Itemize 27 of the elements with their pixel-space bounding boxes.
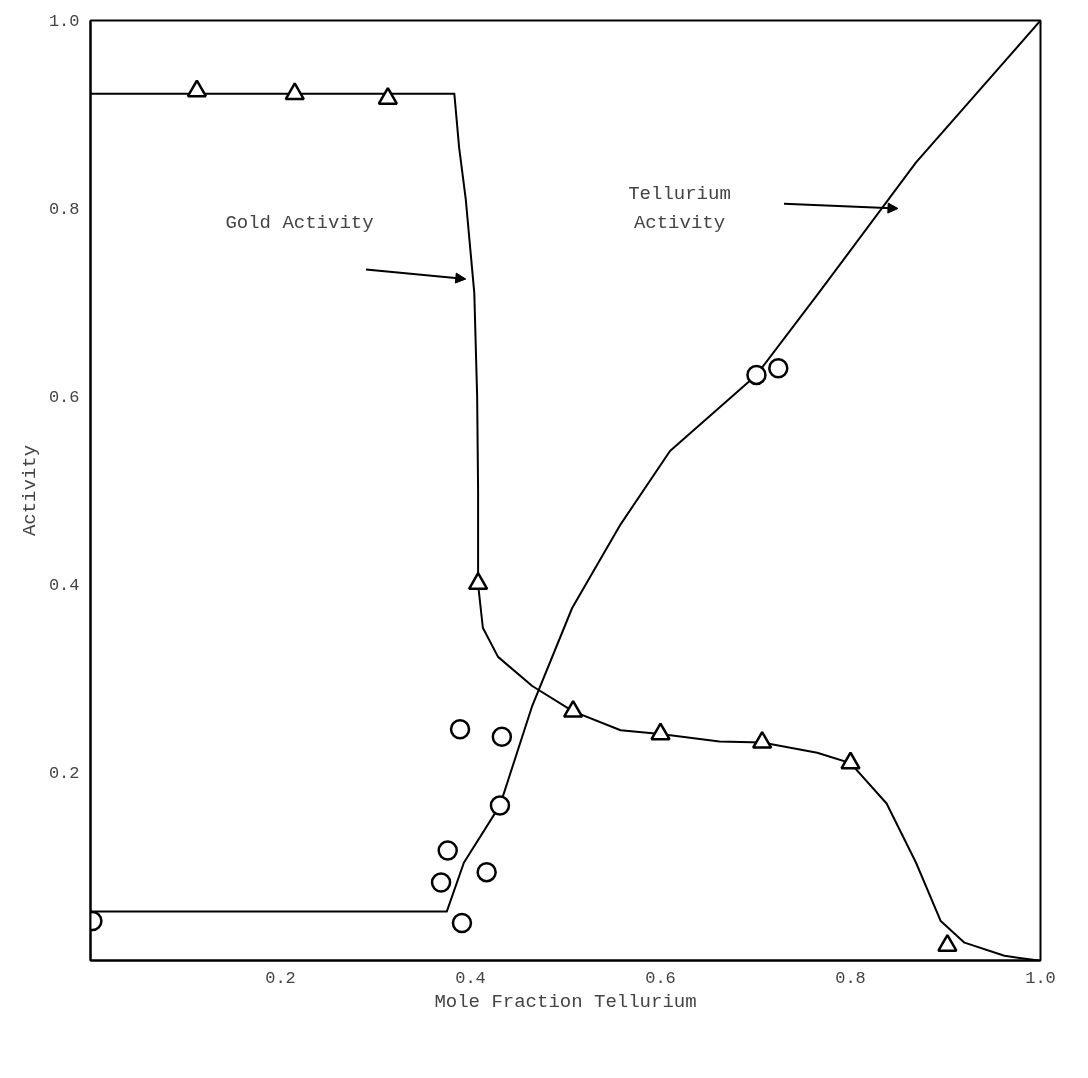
point xyxy=(186,79,208,98)
annotation: Tellurium Activity xyxy=(628,183,731,234)
point xyxy=(768,358,789,379)
x-tick-label: 0.4 xyxy=(455,968,486,988)
y-tick-label: 0.4 xyxy=(48,576,80,595)
point xyxy=(746,364,767,386)
annotation: Gold Activity xyxy=(225,211,374,234)
point xyxy=(489,795,511,816)
point xyxy=(451,912,473,934)
point xyxy=(430,872,452,893)
point xyxy=(467,571,489,591)
y-tick-label: 0.8 xyxy=(48,200,80,219)
x-tick-label: 1.0 xyxy=(1025,968,1056,988)
point xyxy=(284,82,305,101)
point xyxy=(476,861,497,883)
y-axis-title: Activity xyxy=(18,444,41,537)
point xyxy=(437,840,458,861)
y-tick-label: 0.6 xyxy=(48,388,80,407)
y-tick-label: 0.2 xyxy=(48,764,80,783)
point xyxy=(491,726,513,748)
x-axis-title: Mole Fraction Tellurium xyxy=(434,990,697,1013)
y-tick-label: 1.0 xyxy=(48,12,80,31)
x-tick-label: 0.8 xyxy=(835,968,866,988)
point xyxy=(377,86,399,105)
x-tick-label: 0.6 xyxy=(645,968,676,988)
point xyxy=(449,719,471,740)
x-tick-label: 0.2 xyxy=(265,968,296,988)
